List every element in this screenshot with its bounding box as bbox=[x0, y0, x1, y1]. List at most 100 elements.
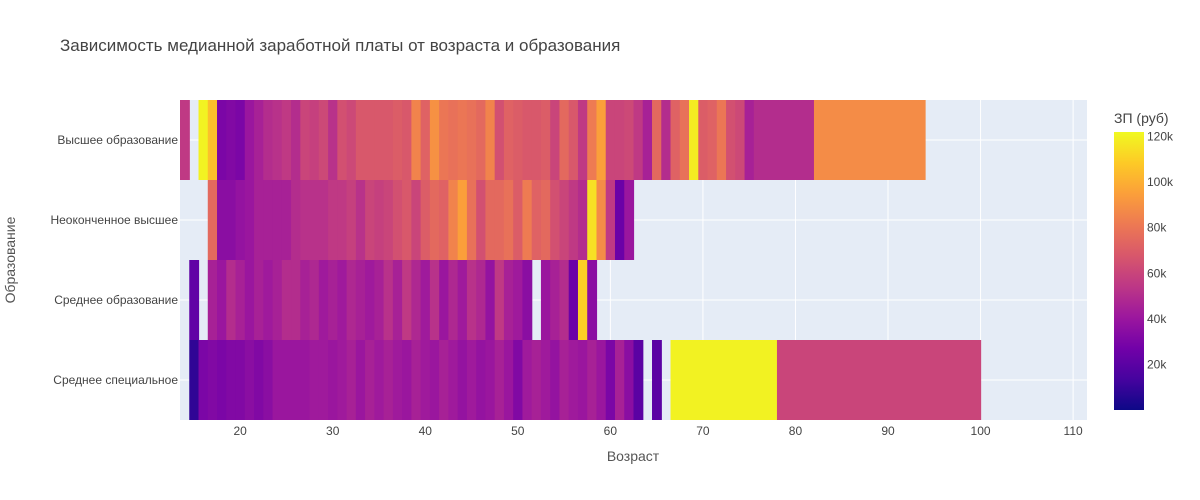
colorbar-gradient bbox=[1114, 132, 1144, 410]
heatmap-cell bbox=[457, 340, 468, 420]
heatmap-cell bbox=[550, 100, 561, 180]
heatmap-cell bbox=[624, 100, 635, 180]
heatmap-cell bbox=[568, 340, 579, 420]
heatmap-cell bbox=[596, 100, 607, 180]
heatmap-cell bbox=[494, 100, 505, 180]
heatmap-cell bbox=[587, 340, 598, 420]
heatmap-cell bbox=[318, 260, 329, 340]
heatmap-cell bbox=[429, 180, 440, 260]
x-tick-label: 80 bbox=[789, 424, 803, 438]
heatmap-cell bbox=[568, 180, 579, 260]
heatmap-cell bbox=[568, 260, 579, 340]
heatmap-cell bbox=[652, 100, 662, 180]
heatmap-cell bbox=[813, 100, 926, 180]
heatmap-cell bbox=[540, 260, 551, 340]
heatmap-cell bbox=[235, 100, 246, 180]
heatmap-cell bbox=[291, 260, 301, 340]
heatmap-cell bbox=[448, 260, 459, 340]
heatmap-cell bbox=[466, 100, 477, 180]
heatmap-cell bbox=[272, 260, 283, 340]
heatmap-cell bbox=[513, 340, 524, 420]
heatmap-cell bbox=[448, 100, 459, 180]
heatmap-cell bbox=[217, 100, 227, 180]
heatmap-cell bbox=[198, 340, 209, 420]
heatmap-cell bbox=[485, 260, 496, 340]
heatmap-cell bbox=[605, 100, 616, 180]
heatmap-cell bbox=[411, 260, 422, 340]
heatmap-cell bbox=[448, 340, 459, 420]
heatmap-cell bbox=[689, 100, 699, 180]
x-tick-label: 100 bbox=[971, 424, 991, 438]
heatmap-cell bbox=[522, 100, 533, 180]
heatmap-cell bbox=[383, 100, 394, 180]
heatmap-cell bbox=[605, 340, 616, 420]
heatmap-cell bbox=[309, 100, 320, 180]
heatmap-cell bbox=[355, 340, 366, 420]
colorbar-tick-label: 40k bbox=[1147, 312, 1167, 326]
heatmap-cell bbox=[244, 340, 255, 420]
heatmap-cell bbox=[429, 340, 440, 420]
heatmap-cell bbox=[596, 180, 607, 260]
heatmap-cell bbox=[429, 260, 440, 340]
heatmap-cell bbox=[531, 340, 542, 420]
heatmap-cell bbox=[300, 340, 311, 420]
heatmap-cell bbox=[226, 180, 237, 260]
heatmap-cell bbox=[559, 340, 570, 420]
heatmap-cell bbox=[383, 340, 394, 420]
heatmap-cell bbox=[392, 180, 403, 260]
heatmap-cell bbox=[439, 340, 449, 420]
heatmap-cell bbox=[485, 100, 496, 180]
heatmap-cell bbox=[550, 340, 561, 420]
colorbar-tick-label: 100k bbox=[1147, 175, 1174, 189]
heatmap-cell bbox=[614, 340, 625, 420]
heatmap-cell bbox=[776, 340, 982, 420]
heatmap-cell bbox=[420, 180, 431, 260]
heatmap-cell bbox=[513, 180, 524, 260]
heatmap-cell bbox=[217, 180, 227, 260]
heatmap-cell bbox=[365, 340, 375, 420]
heatmap-cell bbox=[522, 180, 533, 260]
heatmap-cell bbox=[698, 100, 709, 180]
heatmap-cell bbox=[272, 340, 283, 420]
x-tick-label: 110 bbox=[1064, 424, 1083, 438]
heatmap-cell bbox=[189, 340, 200, 420]
heatmap-cell bbox=[522, 260, 533, 340]
y-axis-title: Образование bbox=[2, 216, 18, 303]
heatmap-cell bbox=[365, 180, 375, 260]
heatmap-cell bbox=[726, 100, 736, 180]
heatmap-cell bbox=[235, 180, 246, 260]
heatmap-cell bbox=[235, 340, 246, 420]
heatmap-cell bbox=[411, 180, 422, 260]
heatmap-cell bbox=[577, 260, 588, 340]
heatmap-cell bbox=[485, 340, 496, 420]
heatmap-cell bbox=[550, 260, 561, 340]
colorbar: ЗП (руб) 20k 40k 60k 80k 100k 120k bbox=[1114, 110, 1174, 410]
heatmap-cell bbox=[291, 100, 301, 180]
heatmap-cell bbox=[374, 260, 385, 340]
heatmap-cell bbox=[254, 100, 264, 180]
heatmap-cell bbox=[291, 180, 301, 260]
y-tick-label: Среднее специальное bbox=[53, 373, 178, 387]
heatmap-cell bbox=[503, 340, 514, 420]
heatmap-cell bbox=[466, 260, 477, 340]
heatmap-cell bbox=[476, 180, 487, 260]
heatmap-cell bbox=[337, 340, 348, 420]
heatmap-cell bbox=[531, 180, 542, 260]
heatmap-cell bbox=[309, 340, 320, 420]
heatmap-cells bbox=[180, 100, 982, 420]
heatmap-cell bbox=[587, 100, 598, 180]
x-tick-label: 20 bbox=[233, 424, 247, 438]
heatmap-cell bbox=[457, 100, 468, 180]
heatmap-cell bbox=[457, 260, 468, 340]
y-axis-ticks: Высшее образование Неоконченное высшее Сре… bbox=[50, 133, 178, 387]
heatmap-cell bbox=[614, 180, 625, 260]
heatmap-cell bbox=[439, 260, 449, 340]
heatmap-cell bbox=[254, 180, 264, 260]
heatmap-cell bbox=[457, 180, 468, 260]
heatmap-cell bbox=[605, 180, 616, 260]
heatmap-cell bbox=[476, 260, 487, 340]
heatmap-cell bbox=[226, 100, 237, 180]
heatmap-cell bbox=[503, 180, 514, 260]
heatmap-cell bbox=[614, 100, 625, 180]
heatmap-cell bbox=[550, 180, 561, 260]
